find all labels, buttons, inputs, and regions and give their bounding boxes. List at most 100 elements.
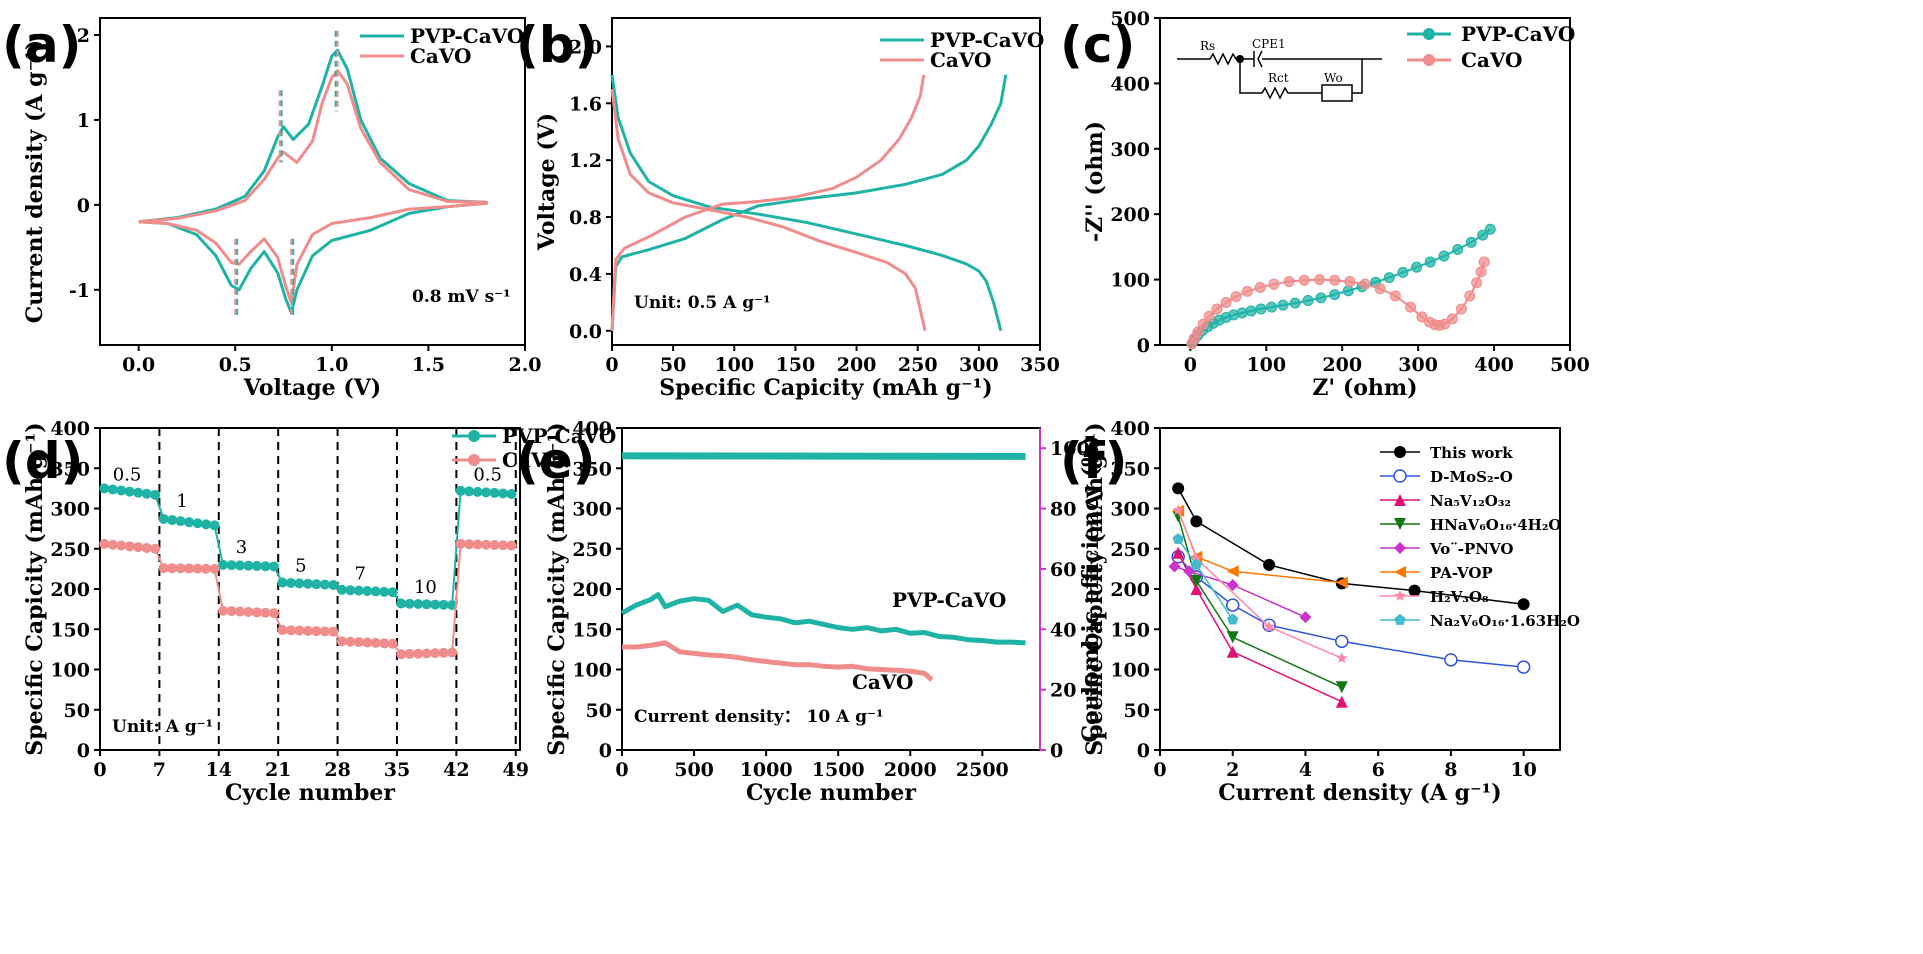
data-point — [1335, 695, 1348, 708]
nyquist-point — [1230, 291, 1242, 303]
circuit-label: Wo — [1324, 71, 1343, 85]
nyquist-point — [1416, 311, 1428, 323]
comparison-line — [1177, 509, 1343, 659]
rate-point — [116, 540, 127, 551]
y-tick-label: 200 — [572, 579, 612, 601]
rate-point — [167, 515, 178, 526]
rate-point — [319, 579, 330, 590]
gcd-curve — [610, 88, 927, 332]
rate-point — [226, 606, 237, 617]
x-tick-label: 300 — [959, 354, 999, 376]
rate-point — [285, 577, 296, 588]
data-point — [1172, 482, 1185, 495]
data-point — [1408, 584, 1421, 597]
y-tick-label: 50 — [586, 700, 612, 722]
y-tick-label: 400 — [572, 418, 612, 440]
y-tick-label: 100 — [1110, 660, 1150, 682]
legend-label: PVP-CaVO — [1461, 22, 1575, 46]
x-tick-label: 150 — [776, 354, 816, 376]
y-tick-label: 250 — [1110, 539, 1150, 561]
data-point — [1336, 652, 1348, 664]
nyquist-point — [1455, 303, 1467, 315]
x-tick-label: 100 — [714, 354, 754, 376]
x-tick-label: 1000 — [740, 759, 793, 781]
legend-label: PVP-CaVO — [930, 28, 1044, 52]
nyquist-point — [1475, 266, 1487, 278]
data-point — [1190, 558, 1203, 570]
rate-point — [387, 638, 398, 649]
rate-point — [124, 541, 135, 552]
x-tick-label: 0.5 — [219, 354, 252, 376]
rate-point — [243, 560, 254, 571]
x-tick-label: 350 — [1020, 354, 1060, 376]
x-tick-label: 100 — [1246, 354, 1286, 376]
rate-point — [294, 578, 305, 589]
rate-point — [396, 649, 407, 660]
nyquist-point — [1411, 261, 1423, 273]
nyquist-point — [1315, 292, 1327, 304]
data-point — [1263, 558, 1276, 571]
x-tick-label: 4 — [1299, 759, 1312, 781]
nyquist-point — [1298, 274, 1310, 286]
y-tick-label: 50 — [1124, 700, 1150, 722]
rate-point — [184, 517, 195, 528]
y-tick-label: 400 — [1110, 418, 1150, 440]
y-tick-label: 2.0 — [569, 36, 602, 58]
y-tick-label: 1.6 — [569, 93, 602, 115]
rate-point — [107, 484, 118, 495]
series-label: CaVO — [852, 670, 913, 694]
y2-tick-label: 0 — [1050, 740, 1063, 762]
panel-label: (c) — [1060, 16, 1135, 74]
data-point — [1393, 469, 1407, 483]
y-tick-label: 0.0 — [569, 321, 602, 343]
legend-label: Na₂V₆O₁₆·1.63H₂O — [1430, 612, 1580, 630]
data-point — [1226, 578, 1239, 591]
y-axis-label: Specific Capicity (mAh g⁻¹) — [544, 422, 570, 755]
rate-point — [328, 579, 339, 590]
nyquist-point — [1268, 278, 1280, 290]
rate-point — [353, 585, 364, 596]
rate-line — [104, 542, 512, 656]
y-tick-label: 400 — [1110, 73, 1150, 95]
y-tick-label: 150 — [1110, 619, 1150, 641]
plot-frame — [611, 17, 1041, 346]
legend-label: CaVO — [930, 48, 991, 72]
rate-point — [362, 586, 373, 597]
x-tick-label: 10 — [1510, 759, 1536, 781]
x-tick-label: 7 — [153, 759, 166, 781]
x-tick-label: 42 — [443, 759, 469, 781]
rate-point — [285, 625, 296, 636]
data-point — [1335, 576, 1348, 589]
gcd-curve — [610, 74, 1003, 332]
nyquist-point — [1439, 318, 1451, 330]
rate-point — [498, 540, 509, 551]
rate-point — [455, 485, 466, 496]
rate-point — [387, 587, 398, 598]
rate-point — [209, 563, 220, 574]
x-tick-label: 400 — [1474, 354, 1514, 376]
y-tick-label: 100 — [50, 660, 90, 682]
rate-point — [345, 585, 356, 596]
rate-point — [421, 599, 432, 610]
x-tick-label: 8 — [1444, 759, 1457, 781]
panel-label: (a) — [2, 16, 81, 74]
rate-point — [192, 563, 203, 574]
data-point — [1226, 645, 1239, 658]
x-tick-label: 0 — [1184, 354, 1197, 376]
equivalent-circuit — [1177, 50, 1382, 102]
annotation: Unit: A g⁻¹ — [112, 717, 213, 737]
data-point — [1335, 634, 1349, 649]
nyquist-point — [1245, 305, 1257, 317]
x-tick-label: 500 — [674, 759, 714, 781]
y-tick-label: 500 — [1110, 8, 1150, 30]
rate-point — [158, 563, 169, 574]
y-tick-label: 250 — [50, 539, 90, 561]
y-axis-label: -Z'' (ohm) — [1082, 121, 1108, 242]
x-tick-label: 2 — [1226, 759, 1239, 781]
rate-point — [489, 539, 500, 550]
cv-curve — [138, 69, 488, 304]
data-point — [1168, 560, 1181, 573]
nyquist-point — [1383, 272, 1395, 284]
data-point — [1394, 566, 1406, 578]
x-tick-label: 0 — [1153, 759, 1166, 781]
